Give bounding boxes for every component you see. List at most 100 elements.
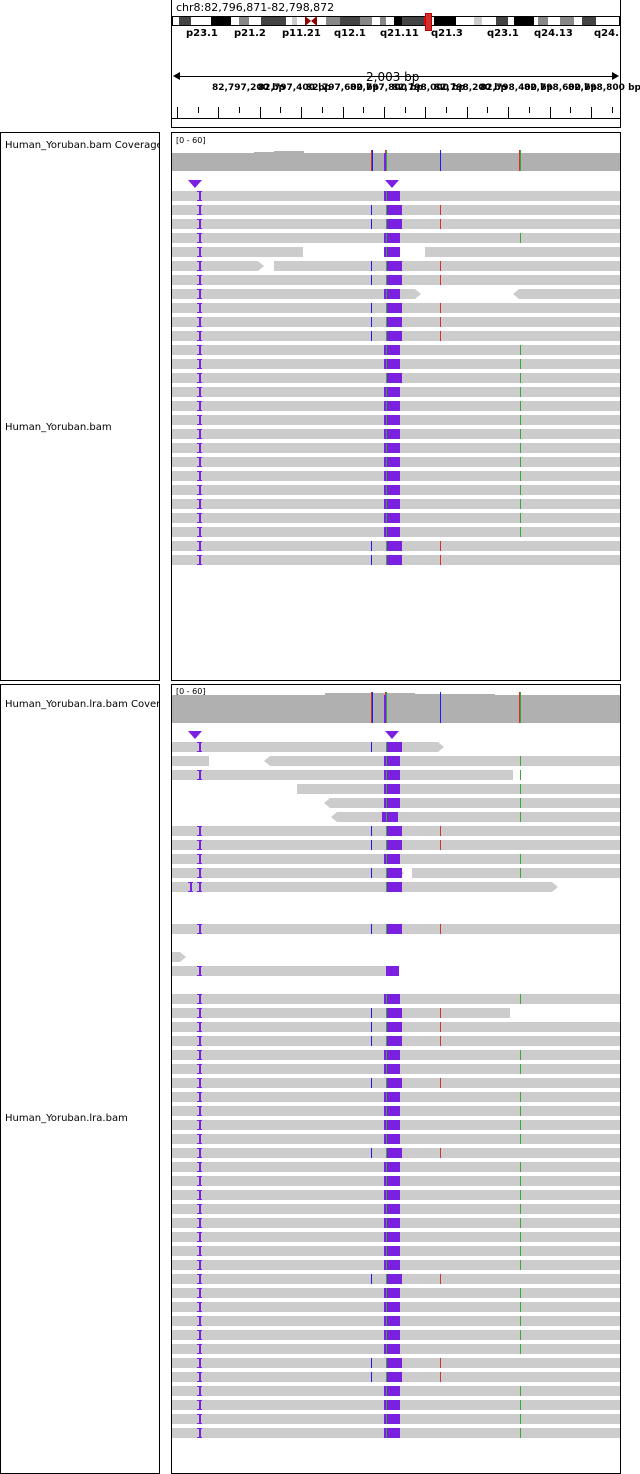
read-alignment[interactable] [425,247,620,257]
read-alignment[interactable] [172,289,415,299]
ruler-tick [384,107,385,118]
ruler-tick [591,107,592,118]
insertion-bar [199,1400,201,1410]
read-alignment[interactable] [172,882,552,892]
insertion-bar [199,513,201,523]
mismatch-mark [371,924,372,934]
insertion-bar [199,1302,201,1312]
band-label: p23.1 [186,28,218,39]
locus-text[interactable]: chr8:82,796,871-82,798,872 [176,1,335,14]
read-alignment[interactable] [297,784,620,794]
track-label-bam-coverage[interactable]: Human_Yoruban.bam Coverage [5,140,159,151]
coverage-area[interactable] [172,695,620,723]
insertion-bar [199,359,201,369]
mismatch-mark [386,1064,387,1074]
read-alignment[interactable] [412,868,620,878]
track-label-lra-coverage[interactable]: Human_Yoruban.lra.bam Coverage [5,699,159,710]
mismatch-mark [386,868,387,878]
mismatch-mark [386,275,387,285]
mismatch-mark [520,1414,521,1424]
mismatch-mark [520,233,521,243]
insertion-bar [199,1358,201,1368]
read-alignment[interactable] [337,812,620,822]
insertion-bar [199,1288,201,1298]
insertion-block [386,373,402,383]
insertion-block [384,994,400,1004]
read-alignment[interactable] [172,261,258,271]
insertion-bar [199,443,201,453]
ruler-tick [301,107,302,118]
mismatch-mark [520,1190,521,1200]
read-alignment[interactable] [172,247,303,257]
coverage-area[interactable] [172,153,620,171]
track-label-bam[interactable]: Human_Yoruban.bam [5,422,112,433]
mismatch-mark [386,1092,387,1102]
mismatch-mark [440,840,441,850]
insertion-marker-icon [385,180,399,188]
read-alignment[interactable] [172,952,180,962]
insertion-block [386,331,402,341]
insertion-bar [197,1199,202,1200]
coverage-insertion-dark [384,695,386,723]
insertion-block [384,1218,400,1228]
read-alignment[interactable] [172,742,438,752]
mismatch-mark [386,541,387,551]
insertion-bar [197,1073,202,1074]
insertion-block [386,275,402,285]
insertion-bar [197,1115,202,1116]
read-arrow-left [264,756,270,766]
insertion-bar [197,1059,202,1060]
mismatch-mark [520,345,521,355]
read-alignment[interactable] [172,868,398,878]
ruler-tick [467,107,468,118]
read-alignment[interactable] [330,798,620,808]
read-arrow-left [331,812,337,822]
insertion-bar [199,345,201,355]
insertion-bar [197,1017,202,1018]
read-alignment[interactable] [274,261,620,271]
insertion-bar [199,770,201,780]
track-label-lra[interactable]: Human_Yoruban.lra.bam [5,1113,128,1124]
mismatch-mark [386,345,387,355]
mismatch-mark [520,812,521,822]
mismatch-mark [520,415,521,425]
mismatch-mark [386,1120,387,1130]
mismatch-mark [386,1274,387,1284]
mismatch-mark [386,303,387,313]
read-alignment[interactable] [172,1008,510,1018]
mismatch-mark [440,303,441,313]
mismatch-mark [386,387,387,397]
mismatch-mark [386,1358,387,1368]
insertion-bar [190,882,192,892]
insertion-bar [188,891,193,892]
insertion-bar [197,242,202,243]
insertion-bar [197,1283,202,1284]
mismatch-mark [520,499,521,509]
mismatch-mark [371,1008,372,1018]
insertion-block [386,1358,402,1368]
read-alignment[interactable] [172,966,399,976]
mismatch-mark [386,1414,387,1424]
read-alignment[interactable] [519,289,620,299]
mismatch-mark [520,994,521,1004]
insertion-bar [197,1185,202,1186]
insertion-bar [197,1129,202,1130]
ruler-tick [218,107,219,118]
insertion-bar [197,536,202,537]
coverage-scale-bam: [0 - 60] [176,136,206,145]
mismatch-mark [386,555,387,565]
coverage-mismatch [440,150,441,171]
insertion-bar [197,228,202,229]
insertion-block [384,784,400,794]
mismatch-mark [440,1078,441,1088]
insertion-block [384,345,400,355]
insertion-block [384,387,400,397]
chromosome-outline [172,16,620,26]
mismatch-mark [386,1134,387,1144]
read-alignment[interactable] [270,756,620,766]
insertion-bar [199,882,201,892]
insertion-bar [197,835,202,836]
read-alignment[interactable] [172,770,513,780]
read-alignment[interactable] [172,756,209,766]
coverage-cap [254,152,274,153]
